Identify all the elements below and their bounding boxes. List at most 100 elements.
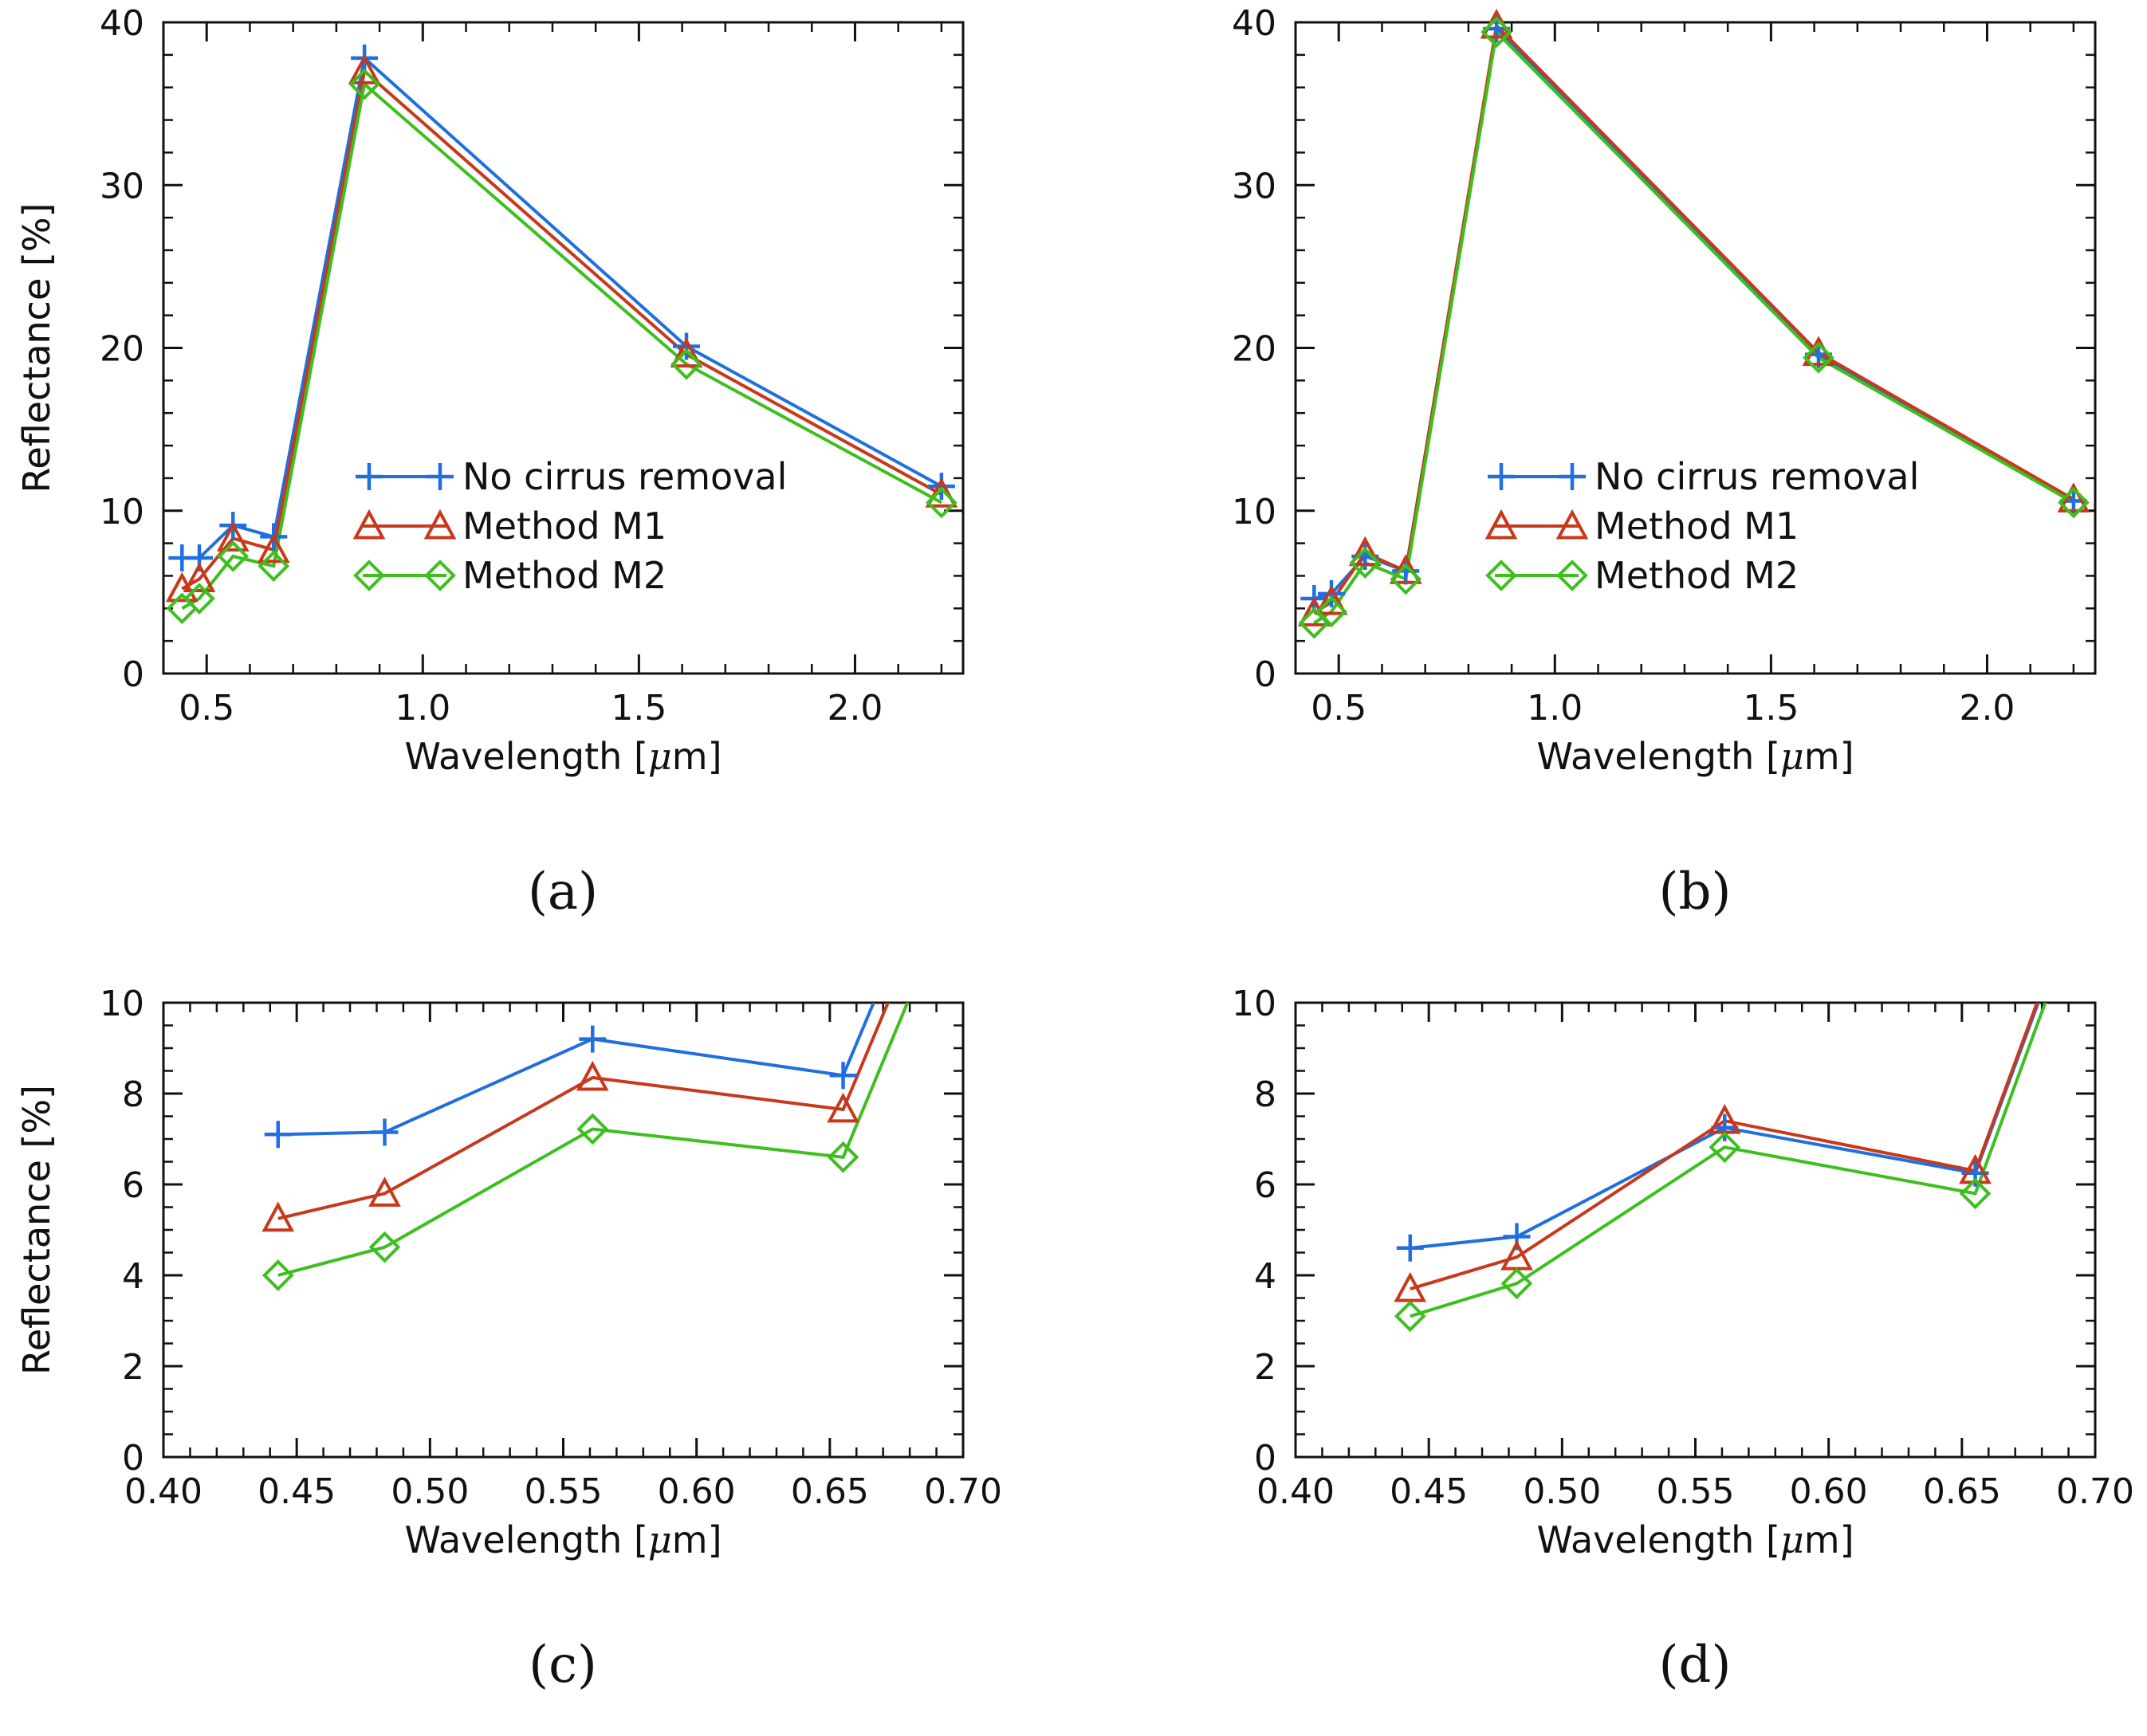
x-tick-label: 0.55 bbox=[525, 1471, 603, 1512]
legend-marker bbox=[1484, 509, 1518, 540]
legend-label: No cirrus removal bbox=[462, 455, 787, 498]
chart-panel-c: 0.40 0.45 0.50 0.55 0.60 0.65 0.70 0 2 4 6 8 10 Wavel… bbox=[15, 984, 1002, 1695]
series-line-no_cirrus_removal bbox=[1410, 1003, 2040, 1250]
x-tick-label: 0.40 bbox=[124, 1471, 203, 1512]
data-point-method_m2 bbox=[1394, 1300, 1426, 1333]
legend-marker bbox=[353, 560, 385, 591]
plot-frame bbox=[1294, 1001, 2097, 1459]
x-axis-label: Wavelength [μm] bbox=[404, 1518, 722, 1561]
legend-marker bbox=[423, 509, 457, 540]
chart-panel-a: 0.5 1.0 1.5 2.0 0 10 20 30 40 Wavelength [μm] Refl… bbox=[15, 3, 965, 921]
data-point-no_cirrus_removal bbox=[1396, 1234, 1424, 1262]
data-point-method_m2 bbox=[261, 1259, 294, 1291]
legend-marker bbox=[1485, 560, 1517, 591]
series-line-method_m1 bbox=[277, 1003, 891, 1220]
x-tick-label: 1.5 bbox=[1743, 688, 1799, 729]
legend-marker bbox=[352, 509, 386, 540]
legend-label: Method M2 bbox=[1595, 554, 1799, 597]
x-tick-label: 0.45 bbox=[258, 1471, 336, 1512]
data-point-no_cirrus_removal bbox=[264, 1121, 292, 1149]
y-tick-label: 10 bbox=[100, 492, 144, 532]
y-tick-label: 0 bbox=[122, 654, 144, 695]
data-point-method_m2 bbox=[183, 583, 215, 615]
y-tick-label: 0 bbox=[1254, 1438, 1276, 1479]
data-point-method_m2 bbox=[1709, 1131, 1741, 1164]
y-tick-label: 6 bbox=[122, 1165, 144, 1206]
data-point-method_m1 bbox=[576, 1060, 609, 1091]
legend-marker bbox=[427, 463, 454, 490]
panel-caption: (b) bbox=[1659, 862, 1732, 921]
data-point-method_m2 bbox=[1390, 563, 1422, 595]
data-point-method_m1 bbox=[670, 337, 703, 368]
legend: No cirrus removal Method M1 Method M2 bbox=[1484, 455, 1919, 597]
y-tick-label: 40 bbox=[1232, 3, 1276, 44]
x-tick-label: 0.5 bbox=[179, 688, 234, 729]
series-line-method_m2 bbox=[1410, 1003, 2047, 1318]
x-tick-label: 2.0 bbox=[827, 688, 883, 729]
series-group bbox=[1410, 1003, 2047, 1318]
data-point-method_m2 bbox=[2058, 486, 2090, 519]
data-point-no_cirrus_removal bbox=[579, 1025, 607, 1053]
y-axis-label: Reflectance [%] bbox=[15, 1085, 58, 1375]
chart-panel-d: 0.40 0.45 0.50 0.55 0.60 0.65 0.70 0 2 4 6 8 10 Wavel… bbox=[15, 984, 2134, 1695]
data-point-method_m2 bbox=[1803, 341, 1834, 374]
legend-marker bbox=[1556, 560, 1588, 591]
legend-label: Method M2 bbox=[462, 554, 667, 597]
y-tick-label: 30 bbox=[100, 166, 144, 206]
x-tick-label: 0.60 bbox=[658, 1471, 736, 1512]
panel-caption: (c) bbox=[529, 1636, 597, 1695]
y-tick-label: 8 bbox=[1254, 1074, 1276, 1115]
x-tick-label: 0.50 bbox=[1523, 1471, 1601, 1512]
data-point-method_m2 bbox=[670, 348, 702, 380]
y-tick-label: 20 bbox=[1232, 329, 1276, 370]
data-point-no_cirrus_removal bbox=[1392, 557, 1420, 585]
series-line-method_m2 bbox=[277, 1003, 910, 1277]
data-point-method_m2 bbox=[926, 486, 957, 519]
data-point-method_m2 bbox=[348, 68, 380, 100]
x-tick-label: 0.65 bbox=[791, 1471, 869, 1512]
data-point-method_m1 bbox=[261, 1201, 295, 1232]
data-point-method_m2 bbox=[576, 1113, 609, 1145]
x-axis-label: Wavelength [μm] bbox=[1536, 1518, 1854, 1561]
data-point-method_m2 bbox=[827, 1141, 859, 1173]
data-point-no_cirrus_removal bbox=[829, 1062, 857, 1090]
legend-label: No cirrus removal bbox=[1595, 455, 1919, 498]
series-line-method_m1 bbox=[1410, 1003, 2039, 1291]
y-tick-label: 0 bbox=[1254, 654, 1276, 695]
y-tick-label: 20 bbox=[100, 329, 144, 370]
data-point-no_cirrus_removal bbox=[673, 332, 701, 360]
y-tick-label: 4 bbox=[1254, 1256, 1276, 1297]
y-axis-label: Reflectance [%] bbox=[15, 203, 58, 493]
legend-label: Method M1 bbox=[1595, 505, 1799, 548]
legend-label: Method M1 bbox=[462, 505, 667, 548]
data-point-method_m1 bbox=[827, 1092, 859, 1123]
legend-marker bbox=[1559, 463, 1586, 490]
data-point-method_m1 bbox=[1348, 536, 1382, 567]
series-line-method_m2 bbox=[181, 81, 942, 611]
data-point-no_cirrus_removal bbox=[1711, 1113, 1739, 1141]
x-tick-label: 0.55 bbox=[1657, 1471, 1735, 1512]
y-tick-label: 0 bbox=[122, 1438, 144, 1479]
x-tick-label: 0.50 bbox=[391, 1471, 469, 1512]
x-axis-label: Wavelength [μm] bbox=[1536, 735, 1854, 778]
y-tick-label: 8 bbox=[122, 1074, 144, 1115]
x-tick-label: 1.0 bbox=[395, 688, 450, 729]
y-axis-label: Reflectance [%] bbox=[15, 1085, 58, 1375]
x-tick-label: 0.60 bbox=[1790, 1471, 1868, 1512]
data-point-method_m1 bbox=[1389, 554, 1422, 584]
data-point-method_m1 bbox=[216, 521, 250, 552]
x-tick-label: 0.65 bbox=[1923, 1471, 2001, 1512]
x-tick-label: 0.70 bbox=[2056, 1471, 2134, 1512]
x-tick-label: 0.5 bbox=[1311, 688, 1366, 729]
y-tick-label: 4 bbox=[122, 1256, 144, 1297]
data-point-method_m1 bbox=[2057, 482, 2090, 513]
data-point-method_m1 bbox=[368, 1176, 401, 1207]
x-tick-label: 0.70 bbox=[924, 1471, 1002, 1512]
legend-marker bbox=[356, 463, 383, 490]
data-point-method_m1 bbox=[1959, 1153, 1992, 1184]
x-tick-label: 0.45 bbox=[1390, 1471, 1468, 1512]
y-tick-label: 6 bbox=[1254, 1165, 1276, 1206]
y-tick-label: 10 bbox=[1232, 492, 1276, 532]
y-tick-label: 10 bbox=[1232, 984, 1276, 1024]
x-tick-label: 2.0 bbox=[1959, 688, 2015, 729]
